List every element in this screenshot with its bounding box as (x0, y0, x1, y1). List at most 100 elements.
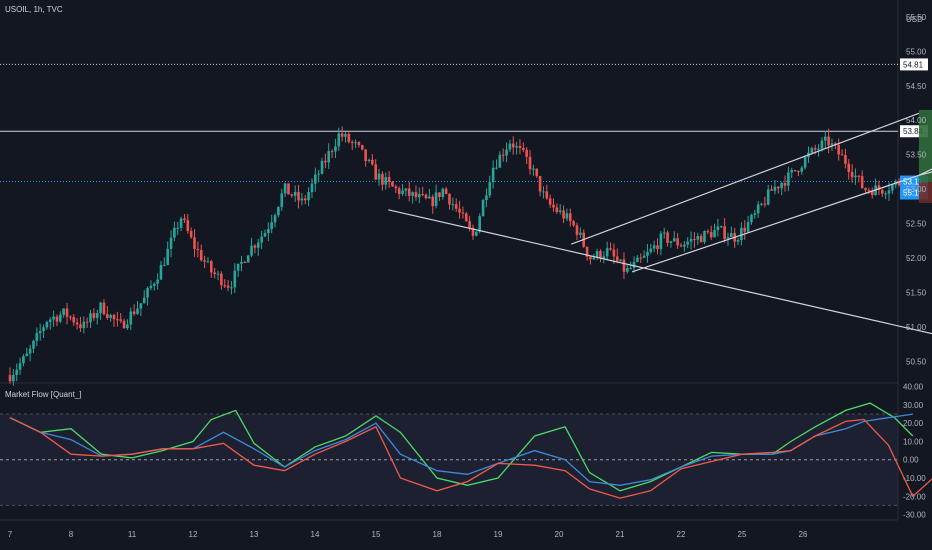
candle-body (250, 245, 253, 256)
stop-zone (918, 182, 932, 203)
candle-body (609, 248, 612, 250)
candle-body (719, 226, 723, 228)
indicator-title: Market Flow [Quant_] (5, 390, 82, 399)
candle-body (615, 256, 619, 261)
candle-body (542, 191, 545, 193)
candle-body (199, 249, 203, 261)
candle-body (230, 287, 233, 289)
candle-body (307, 192, 310, 201)
candle-body (183, 218, 186, 221)
candle-body (756, 204, 760, 214)
candle-body (65, 308, 69, 317)
candle-body (481, 200, 485, 217)
indicator-tick-label: 40.00 (903, 383, 924, 392)
candle-body (693, 238, 696, 240)
candle-body (391, 181, 394, 187)
candle-body (122, 320, 126, 329)
candle-body (394, 186, 398, 189)
candle-body (243, 261, 247, 263)
trendlines (388, 112, 932, 335)
candle-body (840, 154, 844, 156)
candle-body (780, 183, 783, 189)
candle-body (314, 174, 317, 184)
candle-body (850, 171, 854, 178)
candle-body (642, 255, 646, 258)
candle-body (89, 313, 92, 323)
candle-body (330, 151, 334, 153)
price-tick-label: 55.50 (906, 13, 927, 22)
currency-label: USD (906, 15, 923, 24)
candle-body (381, 173, 384, 185)
indicator-tick-label: 30.00 (903, 401, 924, 410)
target-zone (918, 109, 932, 183)
candle-body (203, 260, 206, 262)
candle-body (45, 321, 49, 328)
candle-body (99, 302, 102, 314)
candle-body (360, 144, 364, 150)
candle-body (525, 149, 528, 157)
candle-body (716, 226, 720, 231)
candle-body (511, 143, 515, 148)
candle-body (22, 356, 25, 364)
indicator-tick-label: 10.00 (903, 437, 924, 446)
candle-body (350, 141, 354, 143)
time-tick-label: 22 (677, 530, 686, 539)
candle-body (629, 267, 632, 269)
candle-body (92, 313, 96, 318)
candle-body (290, 194, 294, 196)
candle-body (240, 261, 243, 264)
candle-body (753, 213, 757, 215)
indicator-series-line (9, 402, 914, 492)
candle-body (545, 191, 549, 199)
candle-body (18, 363, 22, 370)
time-tick-label: 7 (8, 530, 13, 539)
candle-body (411, 192, 414, 196)
candle-body (82, 321, 86, 329)
candle-body (303, 198, 307, 201)
candle-body (464, 213, 468, 222)
candle-body (334, 146, 337, 152)
candle-body (384, 177, 388, 185)
candle-body (233, 270, 237, 288)
candle-body (501, 154, 505, 156)
candle-body (136, 308, 139, 314)
candle-body (15, 369, 19, 375)
candle-body (491, 167, 495, 183)
candle-body (726, 237, 730, 239)
candle-body (884, 193, 887, 195)
candle-body (354, 142, 357, 144)
candle-body (79, 324, 82, 329)
candle-body (760, 203, 763, 205)
candle-body (75, 322, 79, 325)
candle-body (619, 259, 622, 261)
candle-body (454, 204, 458, 209)
candle-body (280, 193, 284, 207)
candle-body (293, 191, 297, 196)
price-tick-label: 51.50 (906, 288, 927, 297)
time-tick-label: 13 (250, 530, 259, 539)
candle-body (277, 206, 280, 216)
candle-body (206, 261, 210, 263)
candle-body (672, 238, 676, 242)
candle-body (572, 221, 575, 226)
candle-body (52, 316, 55, 320)
candle-body (300, 198, 304, 201)
candle-body (605, 248, 609, 257)
candle-body (636, 257, 639, 262)
candle-body (538, 176, 542, 192)
candle-body (891, 184, 894, 191)
candle-body (565, 213, 569, 219)
candle-body (699, 236, 703, 243)
price-tick-label: 54.50 (906, 82, 927, 91)
candle-body (518, 145, 522, 148)
candle-body (730, 233, 733, 238)
candle-body (283, 183, 287, 194)
candle-body (367, 159, 371, 161)
time-tick-label: 25 (738, 530, 747, 539)
candle-body (743, 227, 747, 232)
candle-body (813, 148, 817, 150)
candle-body (210, 261, 213, 273)
indicator-band (0, 414, 898, 506)
candle-body (515, 145, 518, 148)
